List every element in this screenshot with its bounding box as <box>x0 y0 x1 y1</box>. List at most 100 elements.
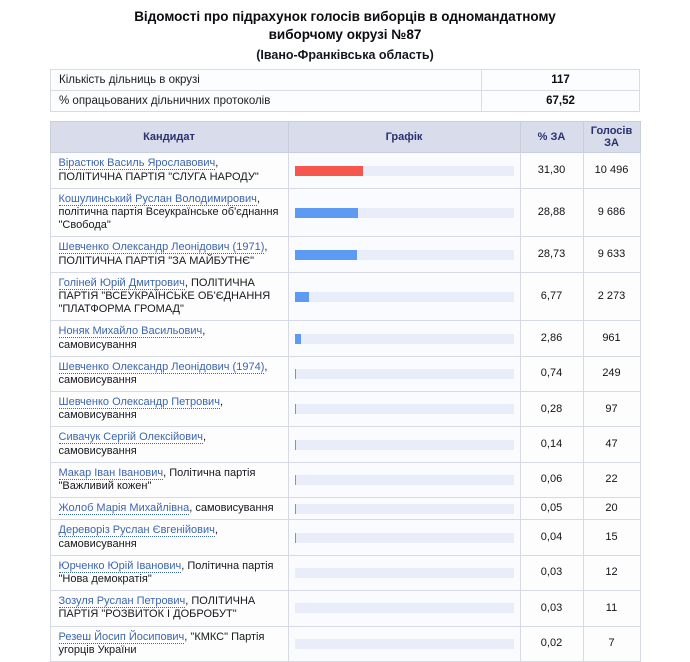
candidate-name-link[interactable]: Юрченко Юрій Іванович <box>59 560 182 573</box>
candidate-row: Голіней Юрій Дмитрович, ПОЛІТИЧНА ПАРТІЯ… <box>50 272 640 321</box>
candidates-results-table: Кандидат Графік % ЗА Голосів ЗА Вірастюк… <box>50 121 641 661</box>
votes-for-value: 12 <box>583 555 640 590</box>
graph-cell <box>288 188 520 237</box>
vote-bar-track <box>295 603 514 613</box>
graph-cell <box>288 427 520 462</box>
candidate-name-link[interactable]: Вірастюк Василь Ярославович <box>59 157 216 170</box>
results-header-row: Кандидат Графік % ЗА Голосів ЗА <box>50 122 640 153</box>
column-header-graph: Графік <box>288 122 520 153</box>
candidate-name-link[interactable]: Кошулинський Руслан Володимирович <box>59 193 257 206</box>
candidate-row: Шевченко Олександр Леонідович (1971), ПО… <box>50 237 640 272</box>
votes-for-value: 22 <box>583 462 640 497</box>
vote-bar <box>295 404 296 414</box>
district-summary-table: Кількість дільниць в окрузі 117 % опраць… <box>50 69 640 112</box>
candidate-row: Макар Іван Іванович, Політична партія "В… <box>50 462 640 497</box>
vote-bar-track <box>295 475 514 485</box>
percent-for-value: 31,30 <box>520 153 583 188</box>
candidate-name-link[interactable]: Сивачук Сергій Олексійович <box>59 431 203 444</box>
votes-for-value: 2 273 <box>583 272 640 321</box>
column-header-votes: Голосів ЗА <box>583 122 640 153</box>
candidate-name-link[interactable]: Ноняк Михайло Васильович <box>59 325 203 338</box>
percent-for-value: 0,05 <box>520 498 583 520</box>
percent-for-value: 0,28 <box>520 392 583 427</box>
candidate-name-link[interactable]: Шевченко Олександр Леонідович (1971) <box>59 241 265 254</box>
candidate-name-link[interactable]: Макар Іван Іванович <box>59 467 164 480</box>
percent-for-value: 28,88 <box>520 188 583 237</box>
percent-for-value: 6,77 <box>520 272 583 321</box>
column-header-candidate: Кандидат <box>50 122 288 153</box>
vote-bar <box>295 334 301 344</box>
vote-bar-track <box>295 639 514 649</box>
summary-row-precincts: Кількість дільниць в окрузі 117 <box>51 70 640 91</box>
percent-for-value: 0,74 <box>520 356 583 391</box>
votes-for-value: 47 <box>583 427 640 462</box>
vote-bar <box>295 369 297 379</box>
vote-bar-track <box>295 440 514 450</box>
candidate-name-link[interactable]: Дереворіз Руслан Євгенійович <box>59 524 215 537</box>
candidate-name-link[interactable]: Голіней Юрій Дмитрович <box>59 277 185 290</box>
candidate-cell: Ноняк Михайло Васильович, самовисування <box>50 321 288 356</box>
votes-for-value: 10 496 <box>583 153 640 188</box>
candidate-row: Ноняк Михайло Васильович, самовисування … <box>50 321 640 356</box>
results-table-body: Вірастюк Василь Ярославович, ПОЛІТИЧНА П… <box>50 153 640 661</box>
protocols-percent-value: 67,52 <box>482 91 640 112</box>
votes-for-value: 9 686 <box>583 188 640 237</box>
votes-for-value: 20 <box>583 498 640 520</box>
vote-bar-track <box>295 166 514 176</box>
vote-bar <box>295 166 364 176</box>
graph-cell <box>288 392 520 427</box>
candidate-cell: Шевченко Олександр Леонідович (1974), са… <box>50 356 288 391</box>
graph-cell <box>288 591 520 626</box>
votes-for-value: 7 <box>583 626 640 661</box>
candidate-name-link[interactable]: Зозуля Руслан Петрович <box>59 595 186 608</box>
candidate-cell: Резеш Йосип Йосипович, "КМКС" Партія уго… <box>50 626 288 661</box>
graph-cell <box>288 272 520 321</box>
page-title: Відомості про підрахунок голосів виборці… <box>105 8 585 44</box>
vote-bar-track <box>295 533 514 543</box>
candidate-cell: Голіней Юрій Дмитрович, ПОЛІТИЧНА ПАРТІЯ… <box>50 272 288 321</box>
percent-for-value: 0,14 <box>520 427 583 462</box>
candidate-name-link[interactable]: Резеш Йосип Йосипович <box>59 631 185 644</box>
candidate-row: Сивачук Сергій Олексійович, самовисуванн… <box>50 427 640 462</box>
candidate-row: Жолоб Марія Михайлівна, самовисування 0,… <box>50 498 640 520</box>
candidate-cell: Шевченко Олександр Леонідович (1971), ПО… <box>50 237 288 272</box>
candidate-row: Шевченко Олександр Петрович, самовисуван… <box>50 392 640 427</box>
region-subtitle: (Івано-Франківська область) <box>0 48 690 62</box>
vote-bar <box>295 292 310 302</box>
vote-bar-track <box>295 334 514 344</box>
candidate-row: Шевченко Олександр Леонідович (1974), са… <box>50 356 640 391</box>
candidate-cell: Юрченко Юрій Іванович, Політична партія … <box>50 555 288 590</box>
candidate-party-label: , самовисування <box>189 502 273 514</box>
candidate-name-link[interactable]: Шевченко Олександр Леонідович (1974) <box>59 361 265 374</box>
graph-cell <box>288 237 520 272</box>
votes-for-value: 961 <box>583 321 640 356</box>
candidate-name-link[interactable]: Жолоб Марія Михайлівна <box>59 502 190 515</box>
precinct-count-label: Кількість дільниць в окрузі <box>51 70 482 91</box>
percent-for-value: 0,06 <box>520 462 583 497</box>
candidate-row: Вірастюк Василь Ярославович, ПОЛІТИЧНА П… <box>50 153 640 188</box>
candidate-cell: Дереворіз Руслан Євгенійович, самовисува… <box>50 520 288 555</box>
candidate-name-link[interactable]: Шевченко Олександр Петрович <box>59 396 220 409</box>
votes-for-value: 11 <box>583 591 640 626</box>
graph-cell <box>288 356 520 391</box>
candidate-row: Резеш Йосип Йосипович, "КМКС" Партія уго… <box>50 626 640 661</box>
graph-cell <box>288 626 520 661</box>
protocols-percent-label: % опрацьованих дільничних протоколів <box>51 91 482 112</box>
graph-cell <box>288 321 520 356</box>
graph-cell <box>288 520 520 555</box>
votes-for-value: 15 <box>583 520 640 555</box>
candidate-cell: Жолоб Марія Михайлівна, самовисування <box>50 498 288 520</box>
candidate-cell: Кошулинський Руслан Володимирович, політ… <box>50 188 288 237</box>
precinct-count-value: 117 <box>482 70 640 91</box>
candidate-row: Зозуля Руслан Петрович, ПОЛІТИЧНА ПАРТІЯ… <box>50 591 640 626</box>
candidate-cell: Макар Іван Іванович, Політична партія "В… <box>50 462 288 497</box>
graph-cell <box>288 498 520 520</box>
votes-for-value: 249 <box>583 356 640 391</box>
vote-bar-track <box>295 208 514 218</box>
percent-for-value: 0,04 <box>520 520 583 555</box>
percent-for-value: 0,02 <box>520 626 583 661</box>
vote-bar-track <box>295 504 514 514</box>
candidate-row: Дереворіз Руслан Євгенійович, самовисува… <box>50 520 640 555</box>
percent-for-value: 0,03 <box>520 555 583 590</box>
graph-cell <box>288 555 520 590</box>
